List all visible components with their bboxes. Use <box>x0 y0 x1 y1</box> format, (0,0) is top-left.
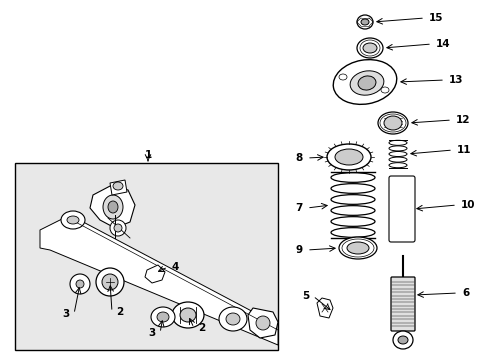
Ellipse shape <box>356 15 372 29</box>
Ellipse shape <box>113 182 123 190</box>
Polygon shape <box>145 265 164 283</box>
Ellipse shape <box>180 308 196 322</box>
Ellipse shape <box>338 237 376 259</box>
Ellipse shape <box>362 43 376 53</box>
FancyBboxPatch shape <box>15 163 278 350</box>
Text: 11: 11 <box>456 145 470 155</box>
Ellipse shape <box>346 242 368 254</box>
Polygon shape <box>40 215 278 345</box>
Ellipse shape <box>360 19 368 25</box>
Ellipse shape <box>334 149 362 165</box>
Ellipse shape <box>67 216 79 224</box>
Ellipse shape <box>114 224 122 232</box>
Ellipse shape <box>110 220 126 236</box>
Polygon shape <box>247 308 278 338</box>
Text: 4: 4 <box>172 262 179 272</box>
Text: 9: 9 <box>295 245 303 255</box>
Ellipse shape <box>103 195 123 219</box>
Text: 2: 2 <box>198 323 205 333</box>
Ellipse shape <box>256 316 269 330</box>
Ellipse shape <box>326 144 370 170</box>
Ellipse shape <box>76 280 84 288</box>
Text: 3: 3 <box>148 328 156 338</box>
Polygon shape <box>316 298 332 318</box>
Ellipse shape <box>70 274 90 294</box>
FancyBboxPatch shape <box>390 277 414 331</box>
Ellipse shape <box>151 307 175 327</box>
Ellipse shape <box>356 38 382 58</box>
Ellipse shape <box>108 201 118 213</box>
Text: 8: 8 <box>295 153 303 163</box>
Text: 14: 14 <box>435 39 450 49</box>
Text: 13: 13 <box>448 75 463 85</box>
Text: 1: 1 <box>144 150 151 160</box>
Ellipse shape <box>61 211 85 229</box>
Text: 5: 5 <box>301 291 308 301</box>
FancyBboxPatch shape <box>388 176 414 242</box>
Polygon shape <box>90 185 135 228</box>
Ellipse shape <box>157 312 169 322</box>
Text: 7: 7 <box>295 203 303 213</box>
Text: 10: 10 <box>460 200 474 210</box>
Ellipse shape <box>172 302 203 328</box>
Ellipse shape <box>377 112 407 134</box>
Ellipse shape <box>219 307 246 331</box>
Text: 2: 2 <box>116 307 123 317</box>
Ellipse shape <box>96 268 124 296</box>
Ellipse shape <box>397 336 407 344</box>
Ellipse shape <box>349 71 383 95</box>
Text: 3: 3 <box>62 309 70 319</box>
Ellipse shape <box>380 87 388 93</box>
Ellipse shape <box>392 331 412 349</box>
Ellipse shape <box>338 74 346 80</box>
Text: 12: 12 <box>455 115 469 125</box>
Ellipse shape <box>102 274 118 290</box>
Ellipse shape <box>383 116 401 130</box>
Ellipse shape <box>357 76 375 90</box>
Text: 6: 6 <box>461 288 468 298</box>
Polygon shape <box>110 180 127 195</box>
Text: 15: 15 <box>428 13 443 23</box>
Ellipse shape <box>225 313 240 325</box>
Ellipse shape <box>333 60 396 104</box>
